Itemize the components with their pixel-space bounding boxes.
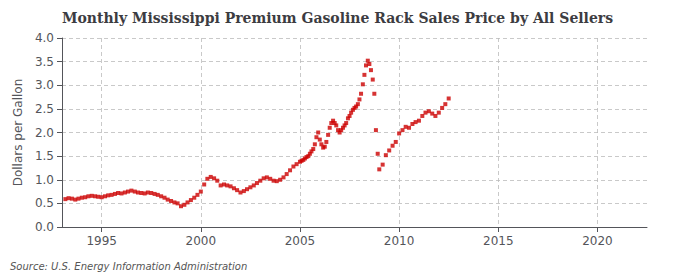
svg-text:3.0: 3.0 (35, 78, 54, 92)
svg-text:2005: 2005 (285, 234, 316, 248)
svg-text:4.0: 4.0 (35, 31, 54, 45)
svg-text:2010: 2010 (384, 234, 415, 248)
svg-text:1.0: 1.0 (35, 173, 54, 187)
svg-text:Dollars per Gallon: Dollars per Gallon (11, 79, 25, 187)
svg-text:0.5: 0.5 (35, 196, 54, 210)
svg-text:Monthly Mississippi Premium Ga: Monthly Mississippi Premium Gasoline Rac… (62, 10, 613, 26)
svg-text:3.5: 3.5 (35, 55, 54, 69)
svg-text:0.0: 0.0 (35, 220, 54, 234)
svg-text:2.5: 2.5 (35, 102, 54, 116)
svg-text:2020: 2020 (582, 234, 613, 248)
svg-text:1.5: 1.5 (35, 149, 54, 163)
svg-text:2.0: 2.0 (35, 126, 54, 140)
svg-text:1995: 1995 (86, 234, 117, 248)
svg-text:Source: U.S. Energy Informatio: Source: U.S. Energy Information Administ… (10, 261, 247, 272)
svg-text:2015: 2015 (483, 234, 514, 248)
svg-text:2000: 2000 (186, 234, 217, 248)
